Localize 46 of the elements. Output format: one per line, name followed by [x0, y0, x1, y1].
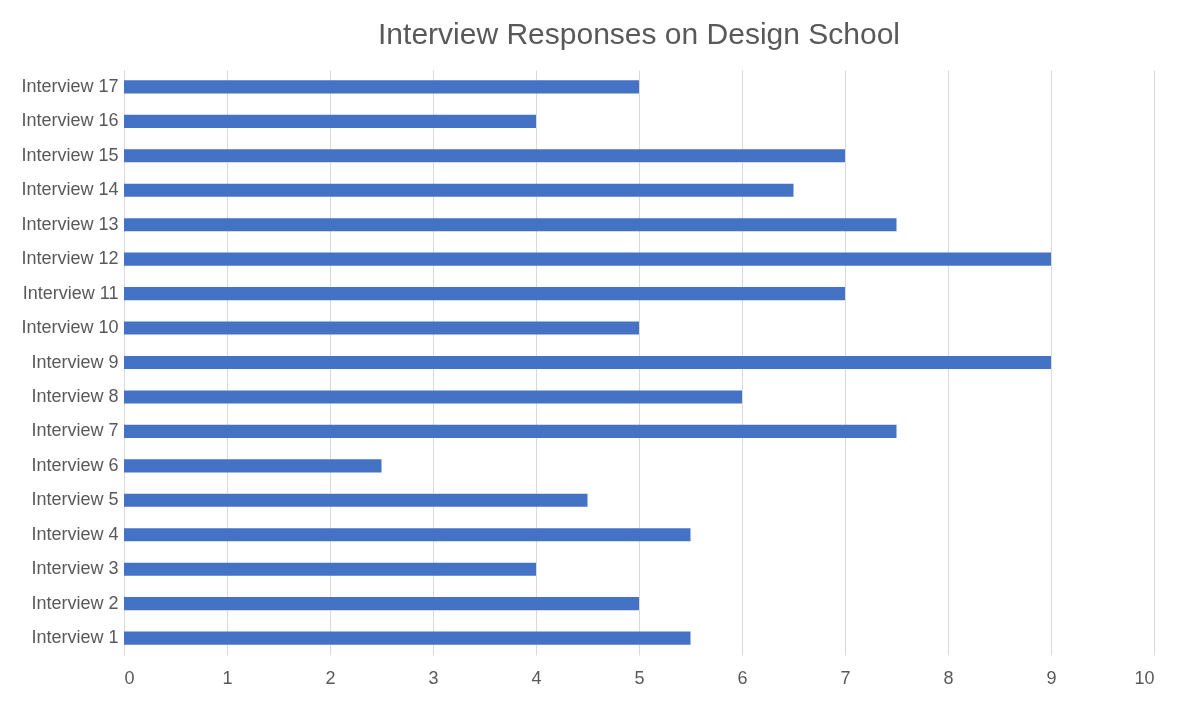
x-tick-label: 1 [222, 667, 233, 688]
y-tick-label: Interview 4 [31, 523, 119, 544]
chart-title: Interview Responses on Design School [378, 17, 900, 50]
bar [124, 597, 639, 611]
bar [124, 114, 536, 128]
x-tick-label: 0 [124, 667, 135, 688]
y-tick-label: Interview 8 [31, 385, 119, 406]
bar [124, 287, 845, 301]
bar [124, 390, 742, 404]
bar [124, 562, 536, 576]
bar [124, 355, 1051, 370]
bar [124, 493, 588, 507]
bar [124, 631, 691, 645]
x-tick-label: 4 [531, 667, 542, 688]
y-tick-label: Interview 17 [21, 75, 119, 96]
x-tick-label: 6 [737, 667, 748, 688]
y-tick-label: Interview 3 [31, 558, 119, 579]
bar [124, 424, 897, 438]
y-tick-label: Interview 6 [31, 454, 119, 475]
bar [124, 80, 639, 94]
y-tick-label: Interview 12 [21, 248, 119, 269]
bar [124, 218, 897, 232]
x-tick-label: 3 [428, 667, 439, 688]
x-tick-label: 10 [1134, 667, 1155, 688]
y-tick-label: Interview 15 [21, 144, 119, 165]
y-tick-label: Interview 1 [31, 627, 119, 648]
y-tick-label: Interview 9 [31, 351, 119, 372]
bar [124, 183, 794, 197]
x-tick-label: 9 [1046, 667, 1057, 688]
y-tick-label: Interview 13 [21, 213, 119, 234]
bar [124, 149, 845, 163]
y-tick-label: Interview 16 [21, 110, 119, 131]
bar [124, 528, 691, 542]
x-tick-label: 8 [943, 667, 954, 688]
x-tick-label: 2 [325, 667, 336, 688]
x-tick-label: 7 [840, 667, 851, 688]
bar [124, 252, 1051, 266]
y-tick-label: Interview 2 [31, 592, 119, 613]
bar [124, 459, 382, 473]
y-tick-label: Interview 14 [21, 179, 119, 200]
y-tick-label: Interview 10 [21, 317, 119, 338]
y-tick-label: Interview 5 [31, 489, 119, 510]
y-tick-label: Interview 11 [22, 282, 119, 303]
x-tick-label: 5 [634, 667, 645, 688]
bar [124, 321, 639, 335]
y-tick-label: Interview 7 [31, 420, 119, 441]
